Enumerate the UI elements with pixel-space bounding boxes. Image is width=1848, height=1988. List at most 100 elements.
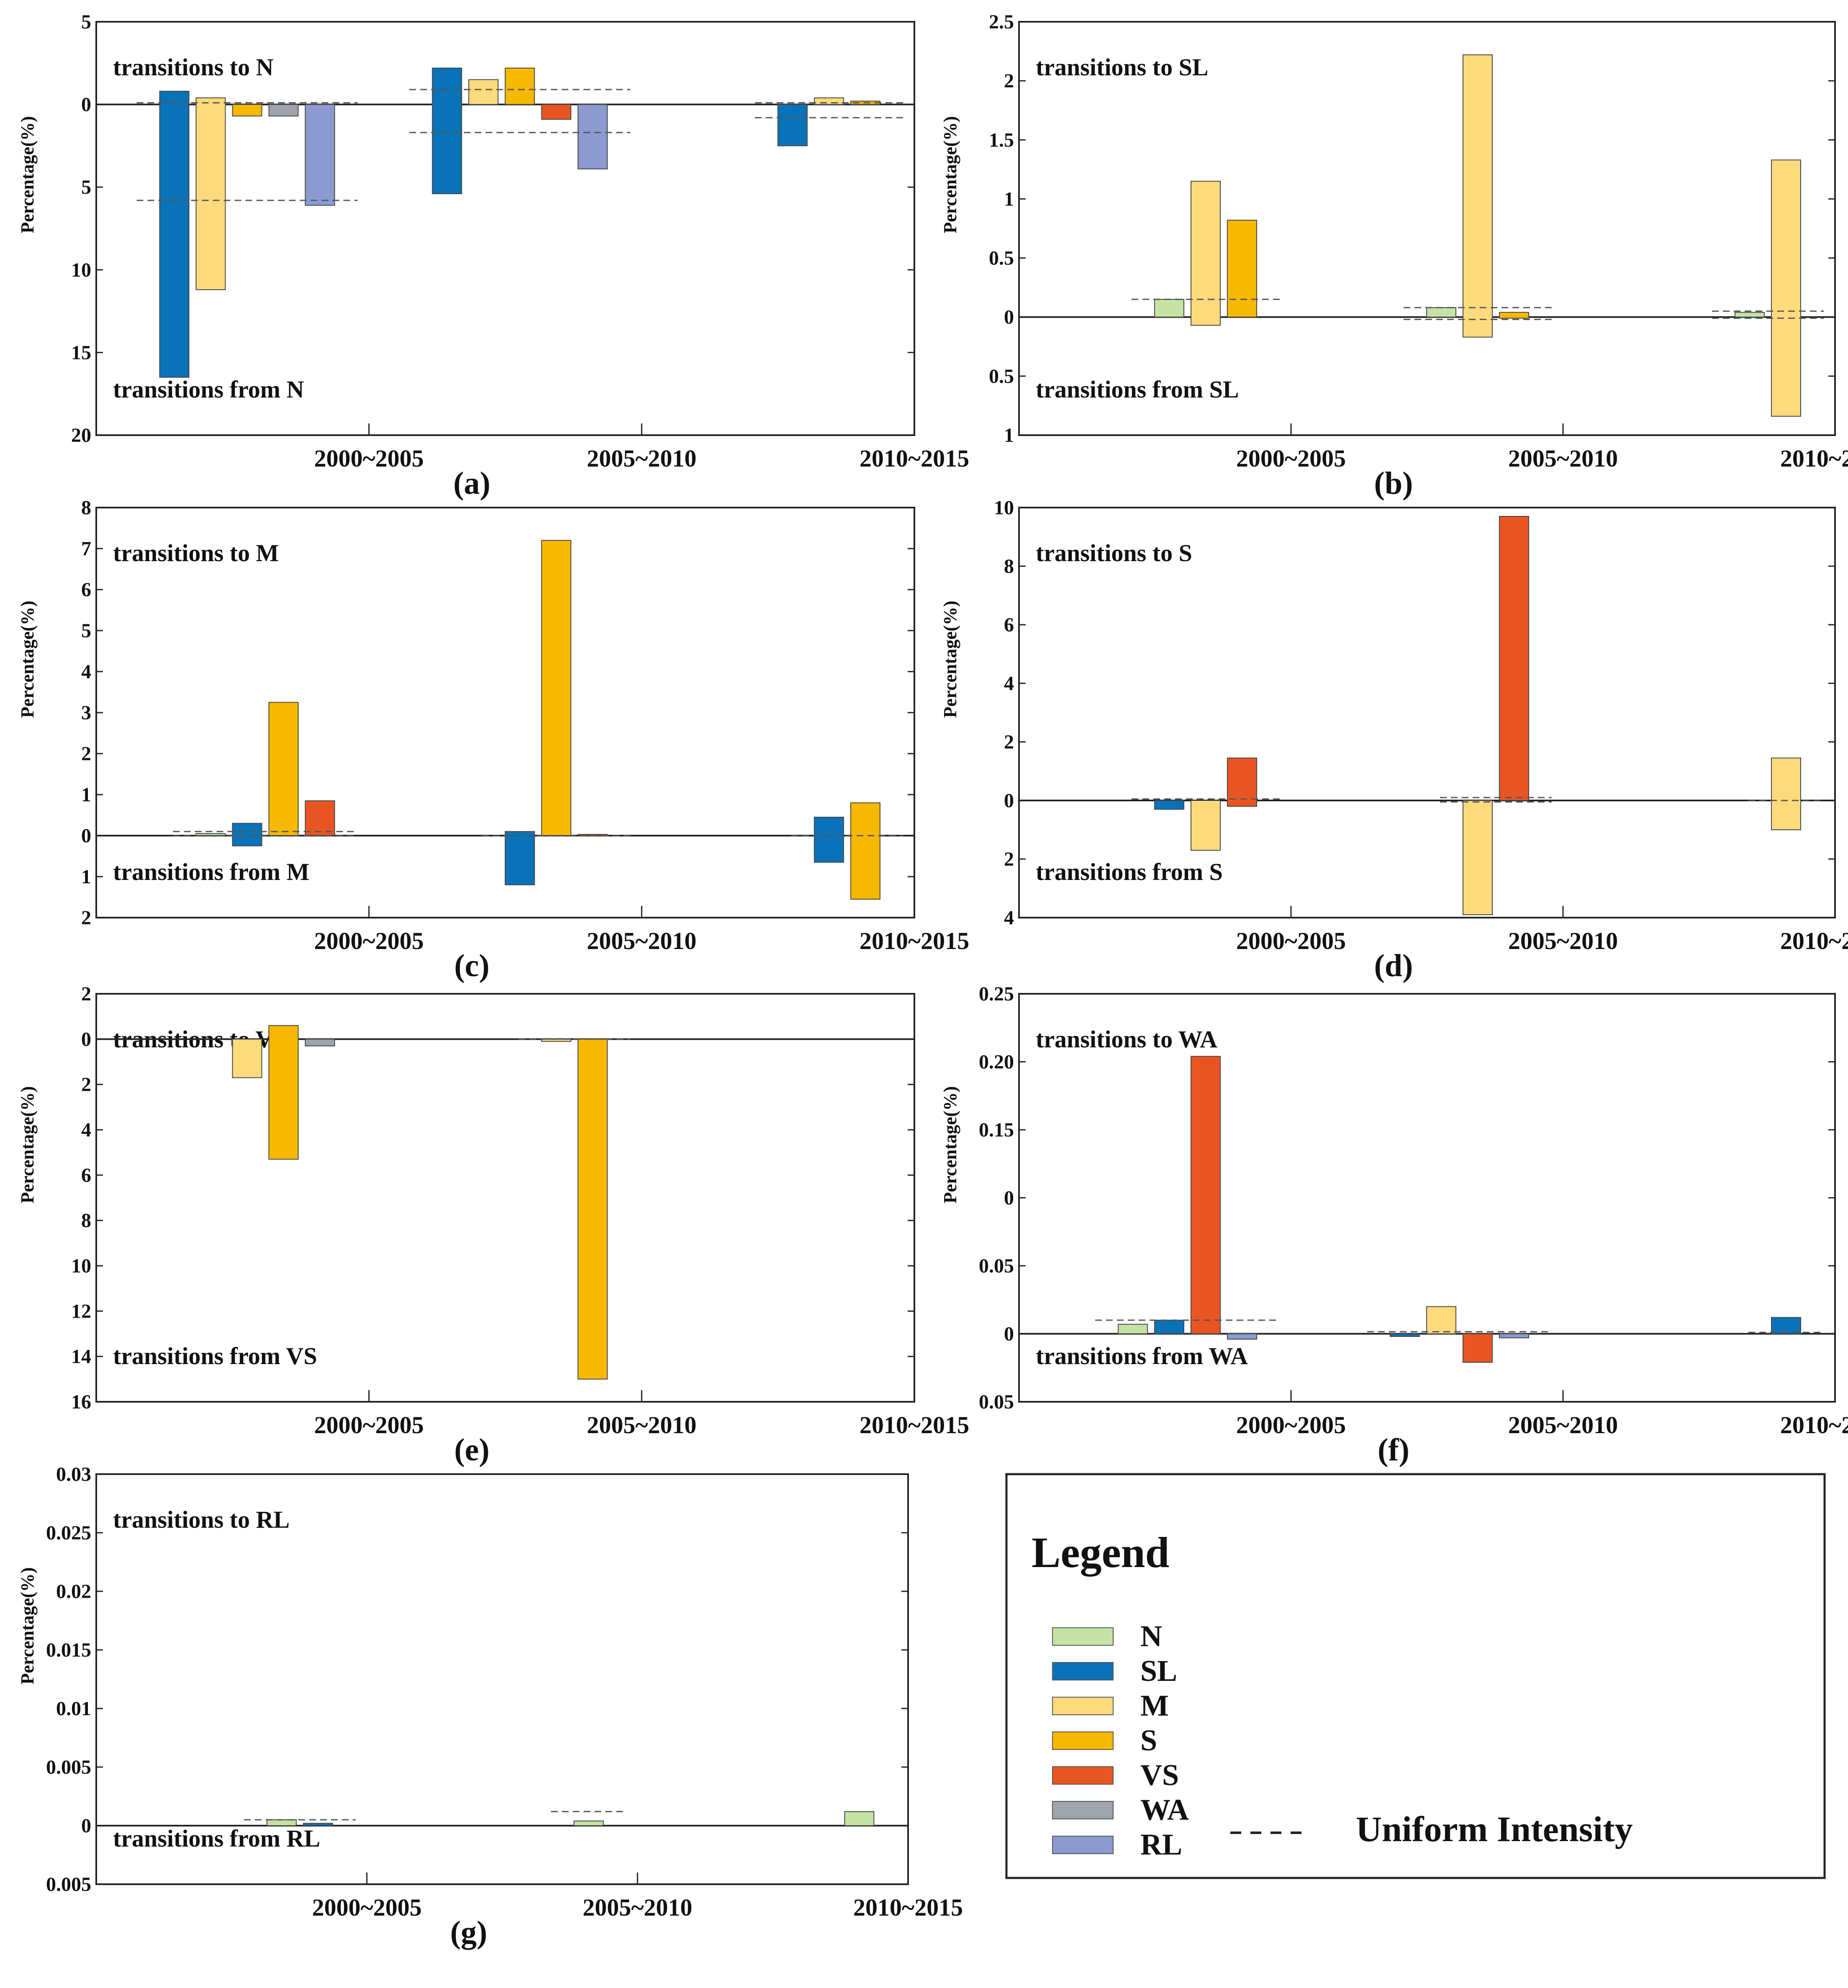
chart-c-category-label: 2000~2005: [314, 927, 424, 954]
chart-e-ytick-label: 14: [71, 1346, 91, 1368]
chart-d-category-label: 2010~2015: [1780, 927, 1848, 954]
chart-d-bar-SL: [1154, 800, 1184, 810]
chart-f-ytick-label: 0: [1004, 1187, 1014, 1209]
chart-e-category-label: 2010~2015: [860, 1411, 969, 1439]
chart-f-ytick-label: 0: [1004, 1323, 1014, 1345]
chart-c-ytick-label: 1: [81, 866, 91, 888]
chart-a-category-label: 2000~2005: [314, 445, 424, 472]
legend-swatch-WA: [1052, 1801, 1114, 1819]
chart-c-panel-label: (c): [454, 948, 489, 983]
chart-c-ytick-label: 7: [81, 538, 91, 560]
chart-g-ytick-label: 0.005: [46, 1873, 91, 1896]
chart-g-category-label: 2000~2005: [312, 1894, 422, 1921]
chart-c-ytick-label: 8: [81, 497, 91, 519]
chart-a-bar-RL: [578, 104, 608, 169]
chart-e-bar-S: [578, 1039, 608, 1380]
chart-g-bar-N: [844, 1811, 875, 1826]
legend-label-SL: SL: [1140, 1654, 1177, 1688]
panel-g: 0.03 0.025 0.02 0.015 0.01 0.005 0 0.005 Percent…: [17, 1463, 963, 1950]
chart-d-panel-label: (d): [1374, 948, 1413, 983]
chart-a-bar-S: [232, 104, 262, 117]
chart-g-category-label: 2005~2010: [583, 1894, 692, 1921]
legend-label-RL: RL: [1140, 1828, 1182, 1861]
chart-d-ytick-label: 0: [1004, 790, 1014, 812]
legend-title: Legend: [1032, 1529, 1169, 1577]
chart-d-ytick-label: 4: [1004, 672, 1014, 695]
chart-d-ytick-label: 4: [1004, 907, 1014, 929]
chart-c-bar-SL: [814, 816, 844, 863]
chart-f-ytick-label: 0.25: [979, 983, 1014, 1005]
chart-b-panel-label: (b): [1374, 466, 1413, 501]
chart-a-panel-label: (a): [453, 466, 490, 501]
chart-c-ytick-label: 0: [81, 825, 91, 847]
chart-g-ytick-label: 0.015: [46, 1639, 91, 1661]
chart-f-ytick-label: 0.15: [979, 1119, 1014, 1141]
chart-e-ytick-label: 4: [81, 1119, 91, 1141]
chart-b-bottom-annotation: transitions from SL: [1036, 376, 1239, 403]
chart-d-ytick-label: 10: [994, 497, 1014, 519]
chart-g-ytick-label: 0: [81, 1815, 91, 1837]
panel-d: 10 8 6 4 2 0 2 4 Percentage(%) transitions to S tr…: [940, 497, 1848, 983]
chart-e-bar-S: [268, 1025, 299, 1160]
chart-d-frame: [1018, 507, 1836, 918]
chart-b-ytick-label: 1: [1004, 424, 1014, 446]
chart-g-ylabel: Percentage(%): [17, 1567, 38, 1685]
chart-c-category-label: 2005~2010: [587, 927, 696, 954]
chart-b-bar-N: [1154, 299, 1184, 318]
chart-b-bar-N: [1735, 312, 1765, 318]
chart-f-category-label: 2005~2010: [1508, 1411, 1618, 1439]
chart-b-top-annotation: transitions to SL: [1036, 54, 1209, 81]
chart-b-bar-S: [1499, 312, 1529, 319]
chart-d-top-annotation: transitions to S: [1036, 539, 1192, 567]
chart-b-ytick-label: 2.5: [989, 11, 1014, 33]
legend-uniform-label: Uniform Intensity: [1356, 1809, 1633, 1849]
chart-a-ytick-label: 5: [81, 176, 91, 198]
panel-b: 2.5 2 1.5 1 0.5 0 0.5 1 Percentage(%) transitions…: [940, 11, 1848, 501]
chart-f-bottom-annotation: transitions from WA: [1036, 1342, 1248, 1370]
chart-f-bar-VS: [1191, 1056, 1221, 1334]
chart-g-frame: [95, 1473, 909, 1885]
chart-e-frame: [95, 993, 915, 1403]
panel-a: 5 0 5 10 15 20 Percentage(%) transitions to N tr…: [17, 11, 969, 501]
chart-f-ytick-label: 0.20: [979, 1051, 1014, 1073]
chart-e-ytick-label: 2: [81, 983, 91, 1005]
chart-e-category-label: 2005~2010: [587, 1411, 696, 1439]
chart-g-bar-N: [266, 1819, 297, 1826]
chart-f-bar-VS: [1463, 1333, 1493, 1363]
chart-c-ytick-label: 4: [81, 661, 91, 683]
chart-b-ytick-label: 1: [1004, 188, 1014, 210]
chart-g-panel-label: (g): [450, 1915, 488, 1950]
chart-d-ylabel: Percentage(%): [940, 601, 960, 718]
chart-e-category-label: 2000~2005: [314, 1411, 424, 1439]
chart-c-ytick-label: 2: [81, 907, 91, 929]
chart-c-ytick-label: 1: [81, 784, 91, 806]
chart-a-ytick-label: 20: [71, 424, 91, 446]
chart-e-panel-label: (e): [454, 1432, 489, 1467]
chart-c-ylabel: Percentage(%): [17, 601, 38, 718]
chart-a-category-label: 2005~2010: [587, 445, 696, 472]
chart-f-ylabel: Percentage(%): [940, 1086, 960, 1203]
chart-f-bar-SL: [1154, 1320, 1184, 1334]
chart-e-bar-WA: [305, 1039, 335, 1047]
chart-e-ytick-label: 6: [81, 1164, 91, 1186]
chart-c-ytick-label: 5: [81, 620, 91, 642]
chart-b-ytick-label: 2: [1004, 70, 1014, 92]
legend-swatch-SL: [1052, 1662, 1114, 1680]
legend-label-M: M: [1140, 1689, 1169, 1722]
chart-a-ylabel: Percentage(%): [17, 116, 38, 233]
panel-f: 0.25 0.20 0.15 0 0.05 0 0.05 Percentage(%) trans…: [940, 983, 1848, 1467]
chart-g-top-annotation: transitions to RL: [113, 1506, 290, 1533]
chart-b-ytick-label: 0.5: [989, 365, 1014, 387]
chart-g-ytick-label: 0.025: [46, 1522, 91, 1544]
chart-c-bar-S: [541, 540, 572, 836]
chart-b-category-label: 2005~2010: [1508, 445, 1618, 472]
chart-c-bottom-annotation: transitions from M: [113, 858, 309, 885]
chart-d-bar-M: [1771, 757, 1801, 830]
chart-e-bottom-annotation: transitions from VS: [113, 1342, 317, 1370]
chart-a-bar-SL: [777, 104, 808, 146]
chart-b-bar-M: [1463, 54, 1493, 338]
chart-g-ytick-label: 0.005: [46, 1756, 91, 1778]
